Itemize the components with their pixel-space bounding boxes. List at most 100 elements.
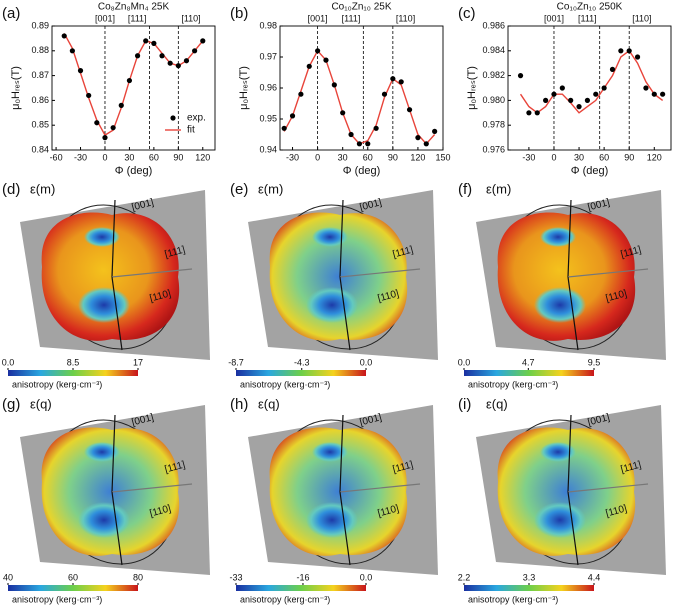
- data-point: [534, 110, 540, 116]
- axis-arrow: [567, 199, 572, 278]
- surface-spot: [312, 442, 348, 462]
- data-point: [94, 120, 100, 126]
- colorbar-label: anisotropy (kerg·cm⁻³): [240, 594, 330, 604]
- data-point: [200, 38, 206, 44]
- data-point: [86, 92, 92, 99]
- data-point: [651, 91, 657, 97]
- data-point: [69, 48, 75, 54]
- data-point: [118, 102, 124, 108]
- direction-label: [111]: [128, 13, 147, 23]
- axis-arrow: [567, 268, 649, 278]
- data-point: [102, 135, 108, 141]
- data-point: [643, 85, 649, 91]
- colorbar: [8, 585, 138, 591]
- x-tick-label: 90: [388, 152, 398, 162]
- data-point: [143, 38, 149, 44]
- direction-label: [110]: [377, 288, 401, 304]
- surface: [41, 427, 180, 556]
- colorbar: [236, 370, 366, 376]
- data-point: [601, 85, 607, 91]
- axis-arrow: [567, 414, 572, 493]
- panel-label: (c): [458, 5, 476, 22]
- surface-spot: [306, 287, 358, 323]
- data-point: [323, 57, 329, 63]
- data-point: [159, 53, 165, 59]
- data-point: [365, 141, 371, 147]
- data-point: [356, 141, 363, 147]
- panel-label: (a): [2, 5, 20, 22]
- y-tick-label: 0.84: [31, 144, 49, 154]
- colorbar-tick-label: 80: [133, 572, 143, 582]
- x-tick-label: -30: [286, 152, 299, 162]
- data-point: [526, 110, 532, 116]
- axis-arrow: [567, 483, 649, 493]
- direction-label: [110]: [377, 503, 401, 519]
- colorbar: [464, 370, 594, 376]
- x-tick-label: 60: [363, 152, 373, 162]
- data-point: [551, 91, 557, 97]
- direction-label: [111]: [164, 244, 187, 260]
- surface-spot: [306, 502, 358, 538]
- data-point: [618, 48, 624, 54]
- data-point: [126, 77, 133, 84]
- data-point: [151, 40, 157, 46]
- y-tick-label: 0.89: [31, 20, 49, 30]
- x-tick-label: 90: [173, 152, 183, 162]
- data-point: [61, 33, 67, 39]
- surface: [269, 427, 408, 556]
- direction-label: [111]: [392, 244, 415, 260]
- colorbar: [464, 585, 594, 591]
- y-tick-label: 0.88: [31, 45, 49, 55]
- data-point: [432, 128, 438, 134]
- colorbar-tick-label: 0.0: [360, 357, 373, 367]
- fit-line: [63, 33, 204, 137]
- surface-title: ε(q): [30, 396, 52, 411]
- direction-label: [111]: [164, 459, 187, 475]
- x-tick-label: 150: [435, 152, 450, 162]
- x-axis-label: Φ (deg): [571, 165, 609, 177]
- panel: [20, 405, 210, 575]
- direction-label: [001]: [544, 13, 564, 23]
- colorbar-label: anisotropy (kerg·cm⁻³): [12, 379, 102, 389]
- panel-label: (f): [458, 181, 472, 198]
- axis-arrow: [111, 276, 123, 351]
- plot-frame: [51, 25, 216, 151]
- axis-arrow: [567, 276, 579, 351]
- x-tick-label: -60: [50, 152, 63, 162]
- y-tick-label: 0.94: [259, 144, 277, 154]
- panel-label: (d): [2, 181, 20, 198]
- surface: [497, 212, 636, 341]
- surface: [269, 212, 408, 341]
- colorbar-tick-label: 9.5: [588, 357, 601, 367]
- direction-label: [111]: [620, 459, 643, 475]
- surface-spot: [534, 287, 586, 323]
- axis-arrow: [339, 483, 421, 493]
- colorbar-label: anisotropy (kerg·cm⁻³): [240, 379, 330, 389]
- data-point: [634, 54, 641, 60]
- data-point: [559, 85, 565, 91]
- y-axis-label: μ₀Hᵣₑₛ(T): [10, 66, 22, 110]
- fit-line: [519, 49, 664, 114]
- y-axis-label: μ₀Hᵣₑₛ(T): [466, 66, 478, 110]
- surface: [41, 212, 180, 341]
- y-tick-label: 0.984: [482, 45, 505, 55]
- surface-title: ε(q): [258, 396, 280, 411]
- surface-spot: [312, 227, 348, 247]
- direction-label: [111]: [620, 244, 643, 260]
- x-tick-label: 30: [574, 152, 584, 162]
- legend-label: exp.: [187, 113, 206, 124]
- direction-label: [110]: [632, 13, 651, 23]
- data-point: [373, 125, 379, 131]
- colorbar-tick-label: 40: [3, 572, 13, 582]
- panel: [248, 405, 438, 575]
- axis-arrow: [339, 491, 351, 566]
- panel-label: (g): [2, 396, 20, 413]
- colorbar: [236, 585, 366, 591]
- y-tick-label: 0.85: [31, 120, 49, 130]
- surface-title: ε(m): [30, 181, 55, 196]
- data-point: [289, 113, 296, 119]
- data-point: [423, 141, 429, 147]
- data-point: [517, 73, 524, 79]
- x-tick-label: 60: [149, 152, 159, 162]
- colorbar-tick-label: -8.7: [228, 357, 244, 367]
